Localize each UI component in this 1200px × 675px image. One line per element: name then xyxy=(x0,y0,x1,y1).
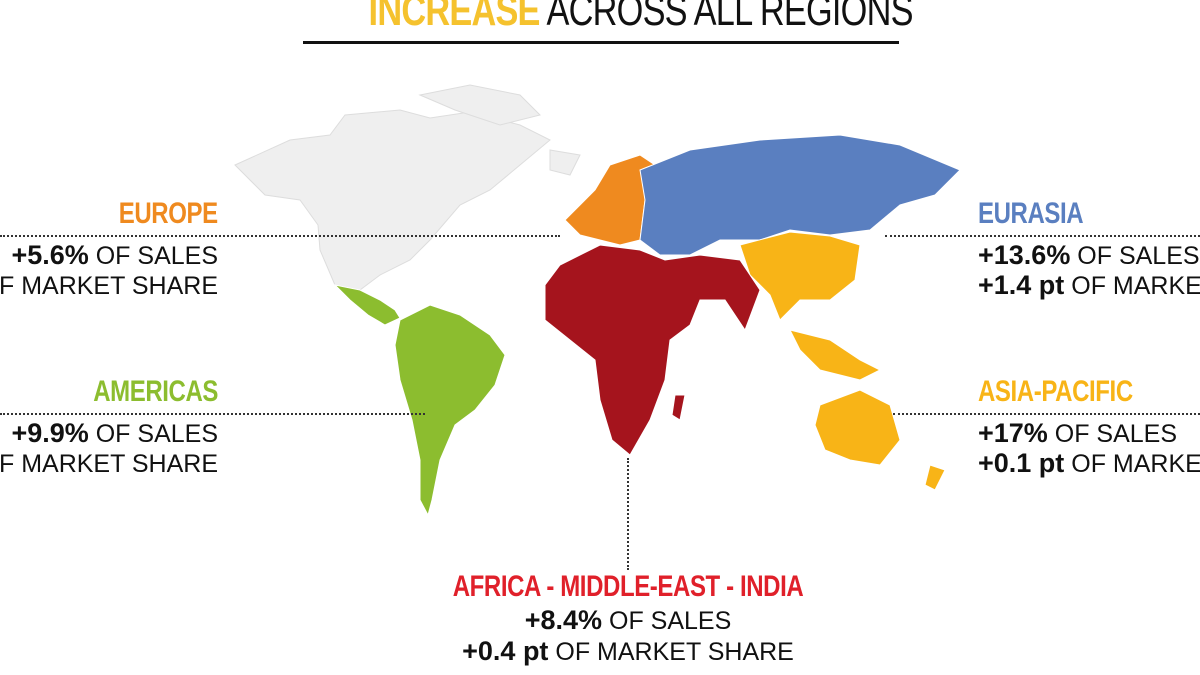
title-rest: ACROSS ALL REGIONS xyxy=(546,0,914,35)
north-america xyxy=(234,84,581,291)
eurasia-sales-value: +13.6% xyxy=(978,240,1071,270)
americas-leader-line xyxy=(0,413,425,415)
asia-pacific-share-label: OF MARKE xyxy=(1071,450,1200,478)
eurasia-region xyxy=(639,134,961,256)
page-title: INCREASE ACROSS ALL REGIONS xyxy=(368,0,914,36)
eurasia-share-value: +1.4 pt xyxy=(978,270,1065,300)
asia-pacific-sales-label: OF SALES xyxy=(1054,420,1178,448)
europe-sales-value: +5.6% xyxy=(11,240,89,270)
africa-sales-value: +8.4% xyxy=(524,605,603,635)
africa-share: +0.4 pt OF MARKET SHARE xyxy=(328,636,928,667)
asia-pacific-region xyxy=(739,231,946,491)
americas-sales-label: OF SALES xyxy=(95,420,218,448)
americas-region xyxy=(333,284,506,517)
africa-middle-east-india-region xyxy=(544,244,761,456)
americas-sales: +9.9% OF SALES xyxy=(11,418,218,449)
africa-sales-label: OF SALES xyxy=(609,607,732,635)
asia-pacific-sales-value: +17% xyxy=(978,418,1048,448)
americas-label: AMERICAS xyxy=(93,375,218,408)
americas-sales-value: +9.9% xyxy=(11,418,89,448)
title-highlight: INCREASE xyxy=(368,0,541,35)
asia-pacific-share: +0.1 pt OF MARKE xyxy=(978,448,1200,479)
americas-share: t OF MARKET SHARE xyxy=(0,448,218,479)
eurasia-sales-label: OF SALES xyxy=(1077,242,1200,270)
eurasia-label: EURASIA xyxy=(978,197,1084,230)
eurasia-share: +1.4 pt OF MARKE xyxy=(978,270,1200,301)
europe-leader-line xyxy=(0,235,560,237)
asia-pacific-leader-line xyxy=(893,413,1200,415)
europe-share-label: OF MARKET SHARE xyxy=(0,272,218,300)
africa-middle-east-india-label: AFRICA - MIDDLE-EAST - INDIA xyxy=(452,570,804,603)
africa-sales: +8.4% OF SALES xyxy=(328,605,928,636)
title-underline xyxy=(303,41,899,44)
europe-label: EUROPE xyxy=(119,197,218,230)
africa-share-value: +0.4 pt xyxy=(462,636,549,666)
eurasia-share-label: OF MARKE xyxy=(1071,272,1200,300)
americas-share-label: OF MARKET SHARE xyxy=(0,450,218,478)
europe-region xyxy=(564,154,656,246)
asia-pacific-label: ASIA-PACIFIC xyxy=(978,375,1133,408)
africa-leader-line xyxy=(627,458,629,570)
africa-share-label: OF MARKET SHARE xyxy=(555,638,794,666)
eurasia-sales: +13.6% OF SALES xyxy=(978,240,1200,271)
europe-share: t OF MARKET SHARE xyxy=(0,270,218,301)
europe-sales: +5.6% OF SALES xyxy=(11,240,218,271)
europe-sales-label: OF SALES xyxy=(95,242,218,270)
asia-pacific-share-value: +0.1 pt xyxy=(978,448,1065,478)
asia-pacific-sales: +17% OF SALES xyxy=(978,418,1177,449)
eurasia-leader-line xyxy=(885,235,1200,237)
